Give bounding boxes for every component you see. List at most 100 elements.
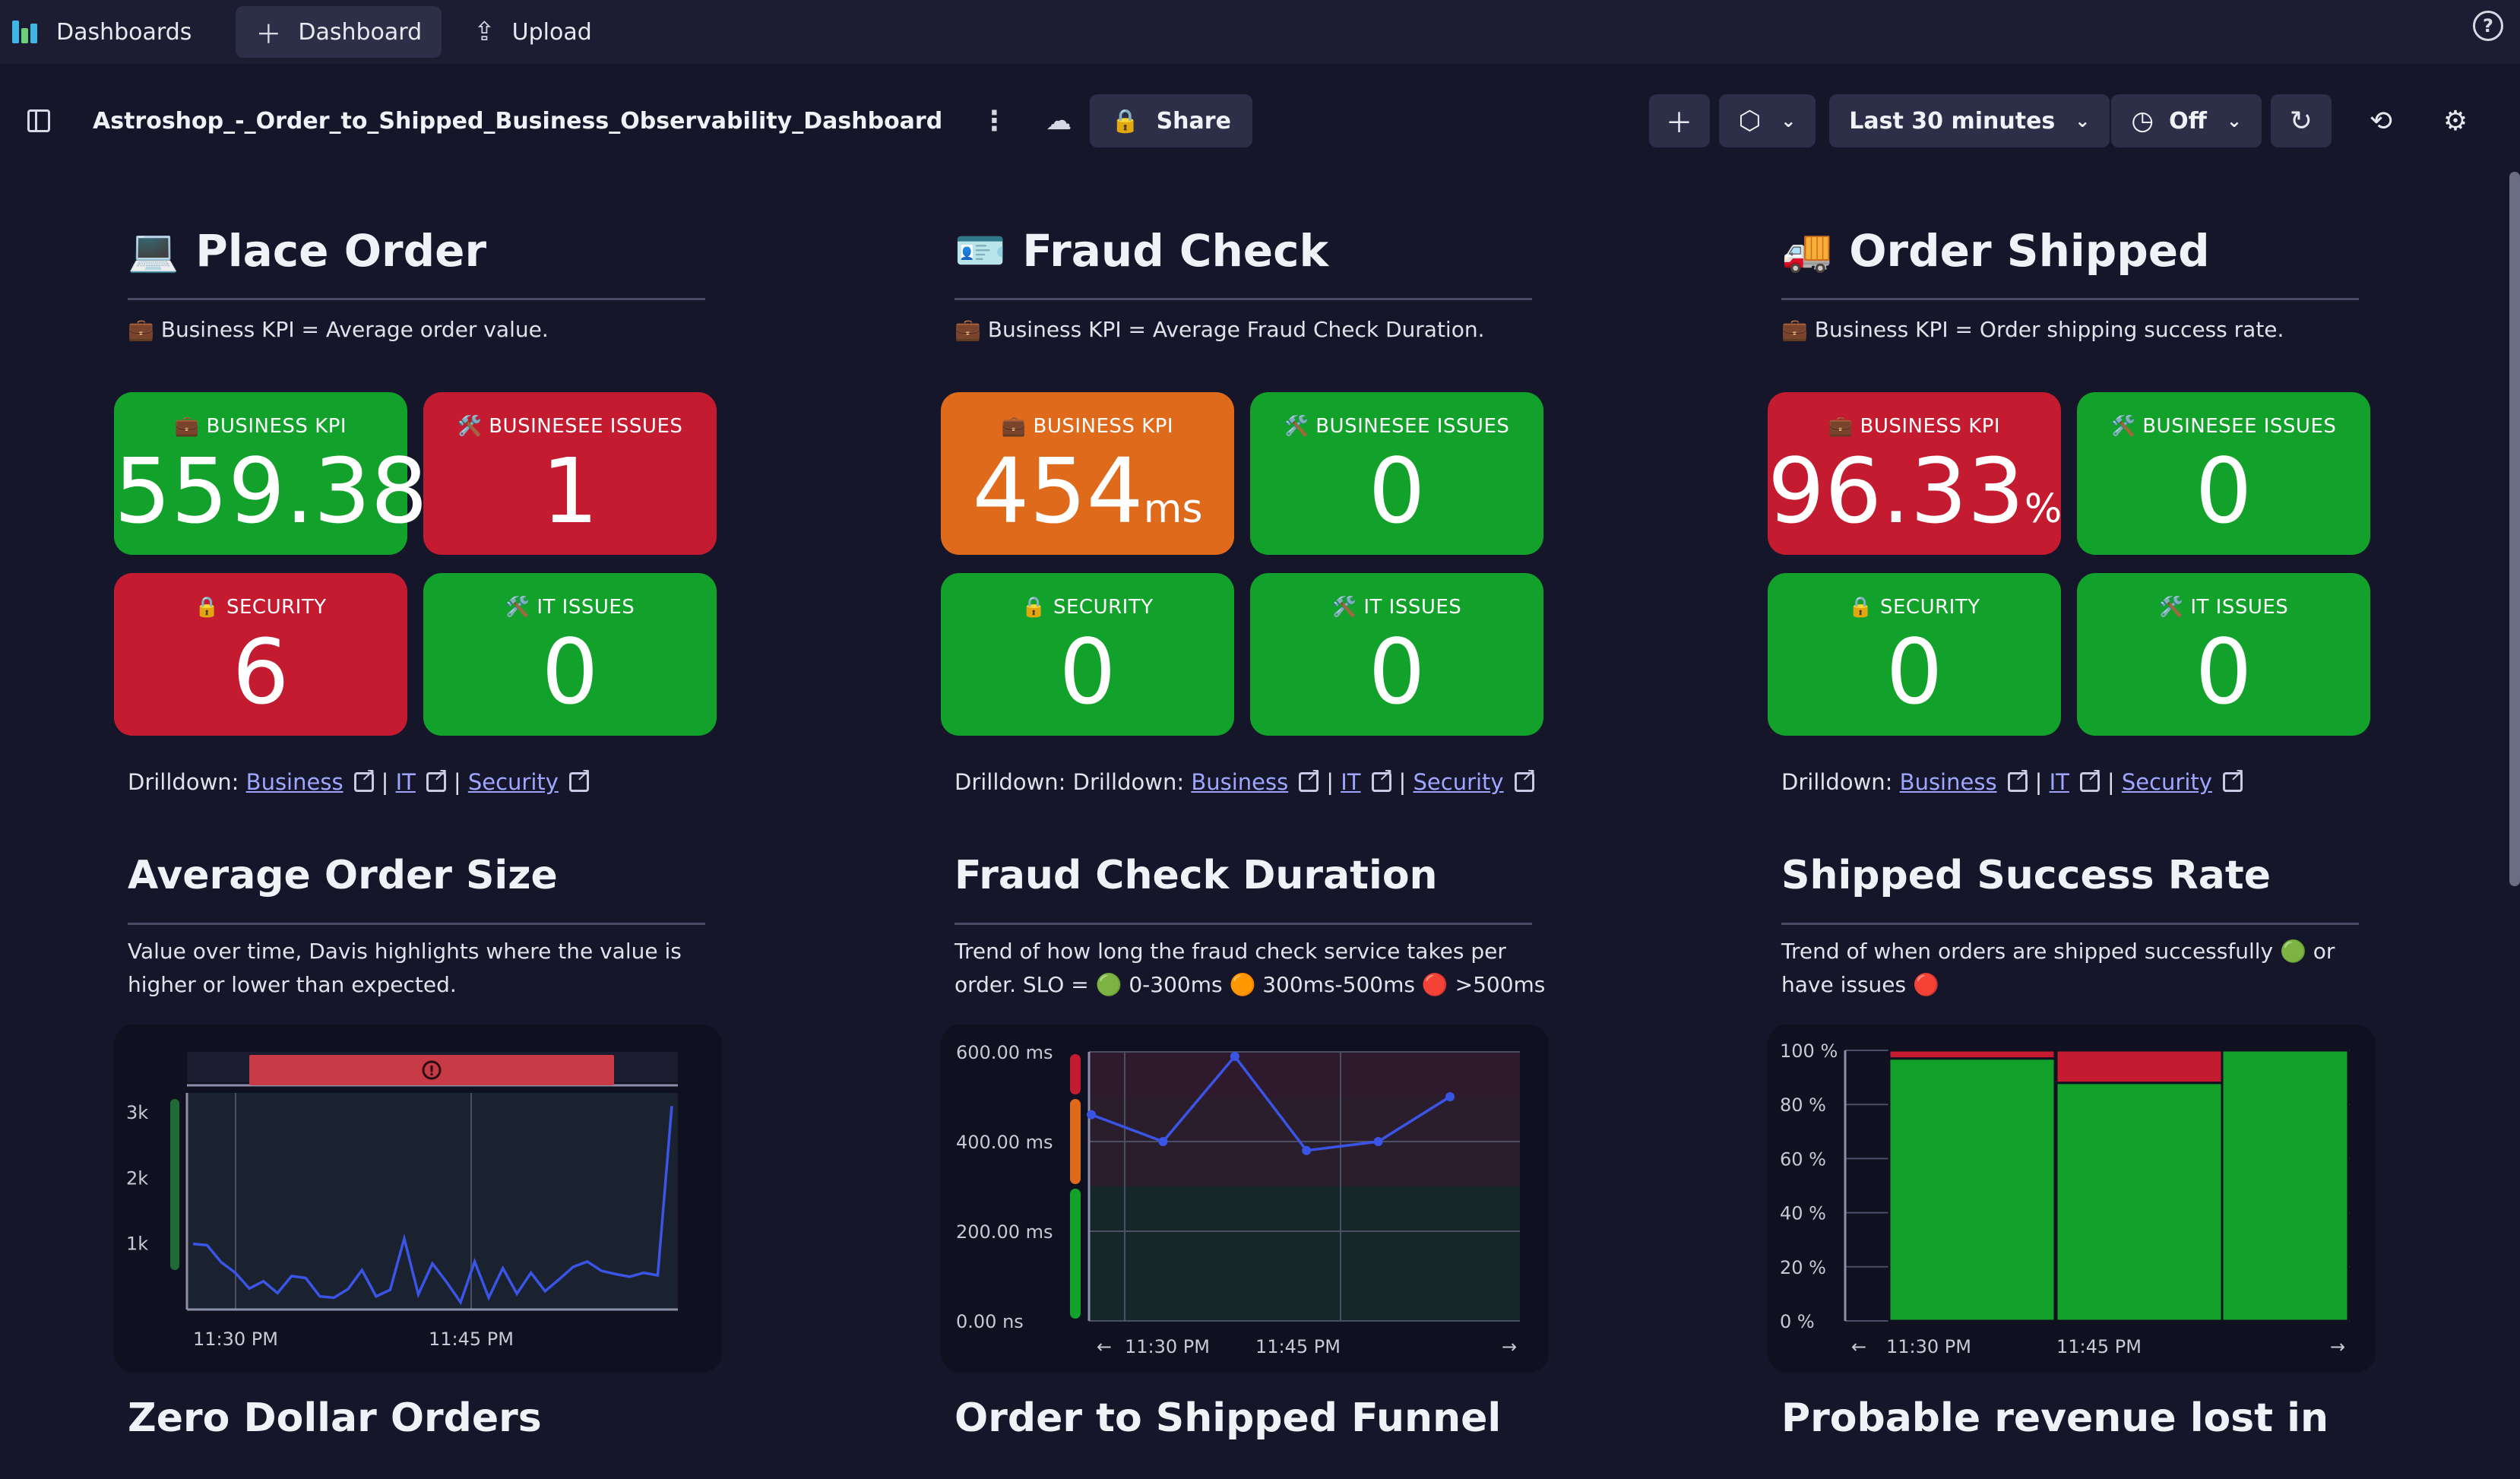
it-link[interactable]: IT (1341, 769, 1361, 795)
business-link[interactable]: Business (245, 769, 343, 795)
divider (128, 298, 705, 300)
refresh-button[interactable]: ↻ (2271, 94, 2332, 147)
y-tick-label: 0.00 ns (956, 1311, 1024, 1332)
share-button[interactable]: 🔒 Share (1090, 94, 1252, 147)
dashboards-app-link[interactable]: Dashboards (56, 6, 211, 58)
drilldown-links: Drilldown: Business| IT| Security (1781, 764, 2250, 795)
chevron-down-icon: ⌄ (2226, 110, 2242, 131)
it-issues-tile[interactable]: 🛠️ IT ISSUES 0 (423, 573, 717, 736)
it-link[interactable]: IT (395, 769, 416, 795)
security-link[interactable]: Security (467, 769, 559, 795)
it-issues-tile[interactable]: 🛠️ IT ISSUES 0 (2077, 573, 2370, 736)
add-tile-button[interactable]: ＋ (1648, 94, 1710, 147)
segments-dropdown[interactable]: ⬡ ⌄ (1718, 94, 1816, 147)
refresh-timer-icon: ◷ (2131, 106, 2154, 136)
chart-title: Shipped Success Rate (1781, 853, 2271, 898)
business-link[interactable]: Business (1899, 769, 1997, 795)
business-link[interactable]: Business (1191, 769, 1289, 795)
version-history-button[interactable]: ⟲ (2354, 94, 2408, 147)
upload-icon: ⇪ (473, 17, 495, 47)
external-link-icon (2222, 764, 2245, 792)
data-point (1445, 1092, 1455, 1101)
scroll-right-icon: → (1502, 1336, 1517, 1357)
timeframe-label: Last 30 minutes (1849, 107, 2056, 135)
page-scrollbar[interactable] (2509, 172, 2520, 886)
data-point (1302, 1145, 1312, 1155)
history-icon: ⟲ (2369, 105, 2393, 137)
security-tile[interactable]: 🔒 SECURITY 0 (941, 573, 1234, 736)
chart-svg: ! 3k 2k 1k 11:30 PM 11:45 PM (126, 1052, 678, 1350)
business-issues-tile[interactable]: 🛠️ BUSINESEE ISSUES 0 (2077, 392, 2370, 555)
fraud-duration-series-line (1091, 1054, 1451, 1152)
y-tick-label: 3k (126, 1102, 148, 1123)
business-kpi-label: 💼 BUSINESS KPI (1828, 415, 2001, 438)
issues-bar (1888, 1049, 2056, 1060)
lock-icon: 🔒 (1111, 107, 1140, 135)
data-point (1158, 1137, 1168, 1146)
security-link[interactable]: Security (1413, 769, 1504, 795)
slo-band-green (1089, 1186, 1520, 1321)
business-issues-tile[interactable]: 🛠️ BUSINESEE ISSUES 0 (1250, 392, 1543, 555)
x-tick-label: 11:45 PM (429, 1329, 514, 1350)
kpi-description: 💼 Business KPI = Average Fraud Check Dur… (954, 317, 1485, 342)
external-link-icon (1514, 764, 1537, 792)
external-link-icon (426, 764, 448, 792)
top-navigation-bar: Dashboards ＋ Dashboard ⇪ Upload ? (0, 0, 2520, 64)
y-tick-label: 80 % (1780, 1094, 1826, 1116)
it-issues-tile[interactable]: 🛠️ IT ISSUES 0 (1250, 573, 1543, 736)
upload-button[interactable]: ⇪ Upload (454, 6, 612, 58)
more-options-icon[interactable]: ⋮ (980, 105, 1008, 137)
plot-area (187, 1093, 678, 1310)
business-kpi-tile[interactable]: 💼 BUSINESS KPI 96.33% (1768, 392, 2062, 555)
chart-card[interactable]: 0.00 ns 200.00 ms 400.00 ms 600.00 ms ← → 11:3… (941, 1025, 1549, 1373)
it-issues-label: 🛠️ IT ISSUES (2158, 596, 2289, 619)
scroll-left-icon: ← (1851, 1336, 1866, 1357)
y-tick-label: 60 % (1780, 1148, 1826, 1170)
new-dashboard-label: Dashboard (298, 18, 423, 46)
data-point (1087, 1110, 1096, 1120)
business-kpi-value: 559.38US$ (114, 445, 507, 555)
gear-icon: ⚙ (2442, 105, 2468, 137)
external-link-icon (568, 764, 591, 792)
y-tick-label: 100 % (1780, 1040, 1838, 1062)
slo-indicator-orange (1070, 1099, 1081, 1184)
external-link-icon (2079, 764, 2102, 792)
security-tile[interactable]: 🔒 SECURITY 6 (114, 573, 407, 736)
anomaly-marker (249, 1055, 614, 1085)
chart-card[interactable]: ! 3k 2k 1k 11:30 PM 11:45 PM (114, 1025, 722, 1373)
auto-refresh-selector[interactable]: ◷ Off ⌄ (2111, 94, 2262, 147)
x-tick-label: 11:45 PM (2056, 1336, 2142, 1357)
drilldown-prefix: Drilldown: (1781, 769, 1900, 795)
divider (1781, 923, 2359, 925)
dashboards-label: Dashboards (56, 18, 192, 46)
issues-bar (2055, 1049, 2224, 1085)
divider (954, 298, 1532, 300)
it-issues-label: 🛠️ IT ISSUES (1331, 596, 1462, 619)
timeframe-selector[interactable]: Last 30 minutes ⌄ (1829, 94, 2110, 147)
kpi-description: 💼 Business KPI = Average order value. (128, 317, 549, 342)
y-tick-label: 600.00 ms (956, 1042, 1053, 1063)
slo-indicator-green (1070, 1189, 1081, 1319)
business-kpi-tile[interactable]: 💼 BUSINESS KPI 454ms (941, 392, 1234, 555)
y-tick-label: 400.00 ms (956, 1132, 1053, 1153)
dashboard-title[interactable]: Astroshop_-_Order_to_Shipped_Business_Ob… (93, 107, 943, 135)
settings-button[interactable]: ⚙ (2429, 94, 2482, 147)
help-icon[interactable]: ? (2473, 11, 2503, 41)
chart-title: Fraud Check Duration (954, 853, 1438, 898)
chevron-down-icon: ⌄ (1781, 110, 1797, 131)
toggle-sidebar-icon[interactable] (27, 109, 50, 132)
security-value: 0 (1885, 619, 1943, 724)
it-link[interactable]: IT (2049, 769, 2069, 795)
business-kpi-value: 454ms (972, 439, 1203, 543)
business-issues-label: 🛠️ BUSINESEE ISSUES (2110, 415, 2337, 438)
security-tile[interactable]: 🔒 SECURITY 0 (1768, 573, 2061, 736)
business-issues-tile[interactable]: 🛠️ BUSINESEE ISSUES 1 (423, 392, 717, 555)
new-dashboard-button[interactable]: ＋ Dashboard (236, 6, 442, 58)
business-kpi-tile[interactable]: 💼 BUSINESS KPI 559.38US$ (114, 392, 507, 555)
security-link[interactable]: Security (2121, 769, 2212, 795)
upload-label: Upload (511, 18, 592, 46)
business-issues-value: 0 (1368, 439, 1426, 543)
chart-card[interactable]: 0 % 20 % 40 % 60 % 80 % 100 % ← → 11:30 PM 11:45 … (1768, 1025, 2376, 1373)
business-kpi-unit: ms (1143, 486, 1203, 532)
success-bar (1888, 1057, 2056, 1322)
